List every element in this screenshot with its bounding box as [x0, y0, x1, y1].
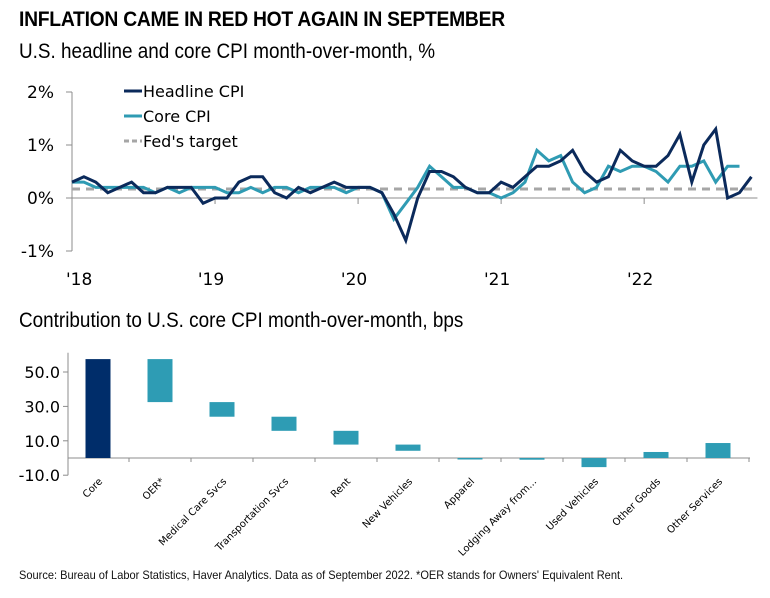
- core-cpi-line: [72, 147, 740, 223]
- category-label: Lodging Away from...: [457, 476, 539, 558]
- page-title: INFLATION CAME IN RED HOT AGAIN IN SEPTE…: [19, 8, 505, 31]
- legend-label: Core CPI: [143, 107, 211, 126]
- category-label: Other Goods: [611, 476, 663, 528]
- bar-chart-title: Contribution to U.S. core CPI month-over…: [19, 309, 464, 332]
- legend-core-cpi: Core CPI: [124, 107, 211, 126]
- legend-fed-target: Fed's target: [124, 132, 238, 151]
- y-tick-label: 10.0: [24, 432, 60, 451]
- bar-rent: [333, 430, 359, 445]
- category-label: Other Services: [665, 476, 725, 536]
- category-label: OER*: [141, 476, 167, 502]
- category-label: New Vehicles: [361, 476, 415, 530]
- bar-new-vehicles: [395, 444, 421, 451]
- bar-used-vehicles: [581, 458, 607, 468]
- line-chart-title: U.S. headline and core CPI month-over-mo…: [19, 40, 436, 63]
- bar-other-services: [705, 443, 731, 458]
- category-label: Transportation Svcs: [213, 476, 291, 554]
- legend-label: Headline CPI: [143, 82, 244, 101]
- bar-apparel: [457, 458, 483, 460]
- category-label: Rent: [329, 476, 353, 500]
- bar-oer: [147, 359, 173, 403]
- bar-other-goods: [643, 451, 669, 458]
- y-tick-label: 2%: [27, 83, 54, 103]
- category-label: Core: [81, 476, 105, 500]
- x-tick-label: '22: [627, 270, 653, 290]
- y-tick-label: -10.0: [19, 466, 60, 485]
- bar-core: [85, 359, 111, 458]
- category-label: Used Vehicles: [544, 476, 601, 533]
- bar-transportation-svcs: [271, 416, 297, 431]
- y-tick-label: 0%: [27, 189, 54, 209]
- x-tick-label: '19: [198, 270, 224, 290]
- x-tick-label: '18: [66, 270, 92, 290]
- legend-label: Fed's target: [143, 132, 238, 151]
- category-label: Apparel: [442, 476, 477, 511]
- legend-headline-cpi: Headline CPI: [124, 82, 244, 101]
- y-tick-label: 50.0: [24, 363, 60, 382]
- bar-medical-care-svcs: [209, 402, 235, 417]
- headline-cpi-line: [71, 125, 753, 245]
- bar-lodging-away-from: [519, 458, 545, 460]
- x-tick-label: '21: [484, 270, 510, 290]
- source-note: Source: Bureau of Labor Statistics, Have…: [19, 568, 624, 582]
- y-tick-label: -1%: [21, 242, 54, 262]
- x-tick-label: '20: [341, 270, 367, 290]
- y-tick-label: 1%: [27, 136, 54, 156]
- category-label: Medical Care Svcs: [157, 476, 229, 548]
- line-chart: 2% 1% 0% -1% '18 '19 '20 '21 '22 Headline CPI Cor…: [21, 82, 758, 290]
- y-tick-label: 30.0: [24, 397, 60, 416]
